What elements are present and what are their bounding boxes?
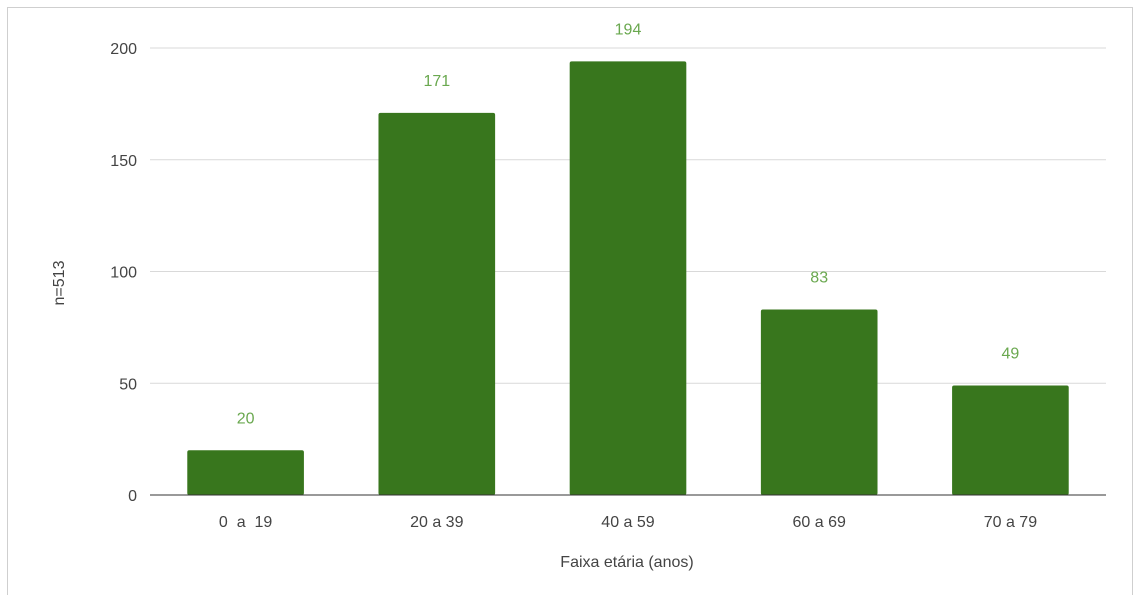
data-label: 20: [237, 410, 255, 427]
axes: 0 50 100 150 200 0 a 19 20 a 39 40 a 59 60 a 69 7…: [110, 41, 1106, 531]
y-tick-label: 0: [128, 488, 137, 505]
x-tick-label: 60 a 69: [793, 514, 846, 531]
y-tick-label: 50: [119, 376, 137, 393]
y-axis-title: n=513: [51, 260, 68, 305]
x-axis-title: Faixa etária (anos): [560, 554, 693, 571]
bar: [569, 61, 687, 495]
x-tick-label: 70 a 79: [984, 514, 1037, 531]
x-tick-label: 20 a 39: [410, 514, 463, 531]
y-tick-label: 200: [110, 41, 137, 58]
y-tick-label: 150: [110, 153, 137, 170]
data-label: 171: [423, 73, 450, 90]
bar: [760, 309, 878, 495]
bars: [187, 61, 1069, 495]
data-label: 83: [810, 269, 828, 286]
x-tick-label: 40 a 59: [601, 514, 654, 531]
bar: [187, 450, 304, 495]
data-label: 194: [615, 21, 642, 38]
y-tick-label: 100: [110, 265, 137, 282]
data-labels: 20 171 194 83 49: [237, 21, 1020, 427]
x-tick-label: 0 a 19: [219, 514, 272, 531]
bar: [952, 385, 1069, 495]
data-label: 49: [1002, 345, 1020, 362]
bar: [378, 112, 496, 495]
